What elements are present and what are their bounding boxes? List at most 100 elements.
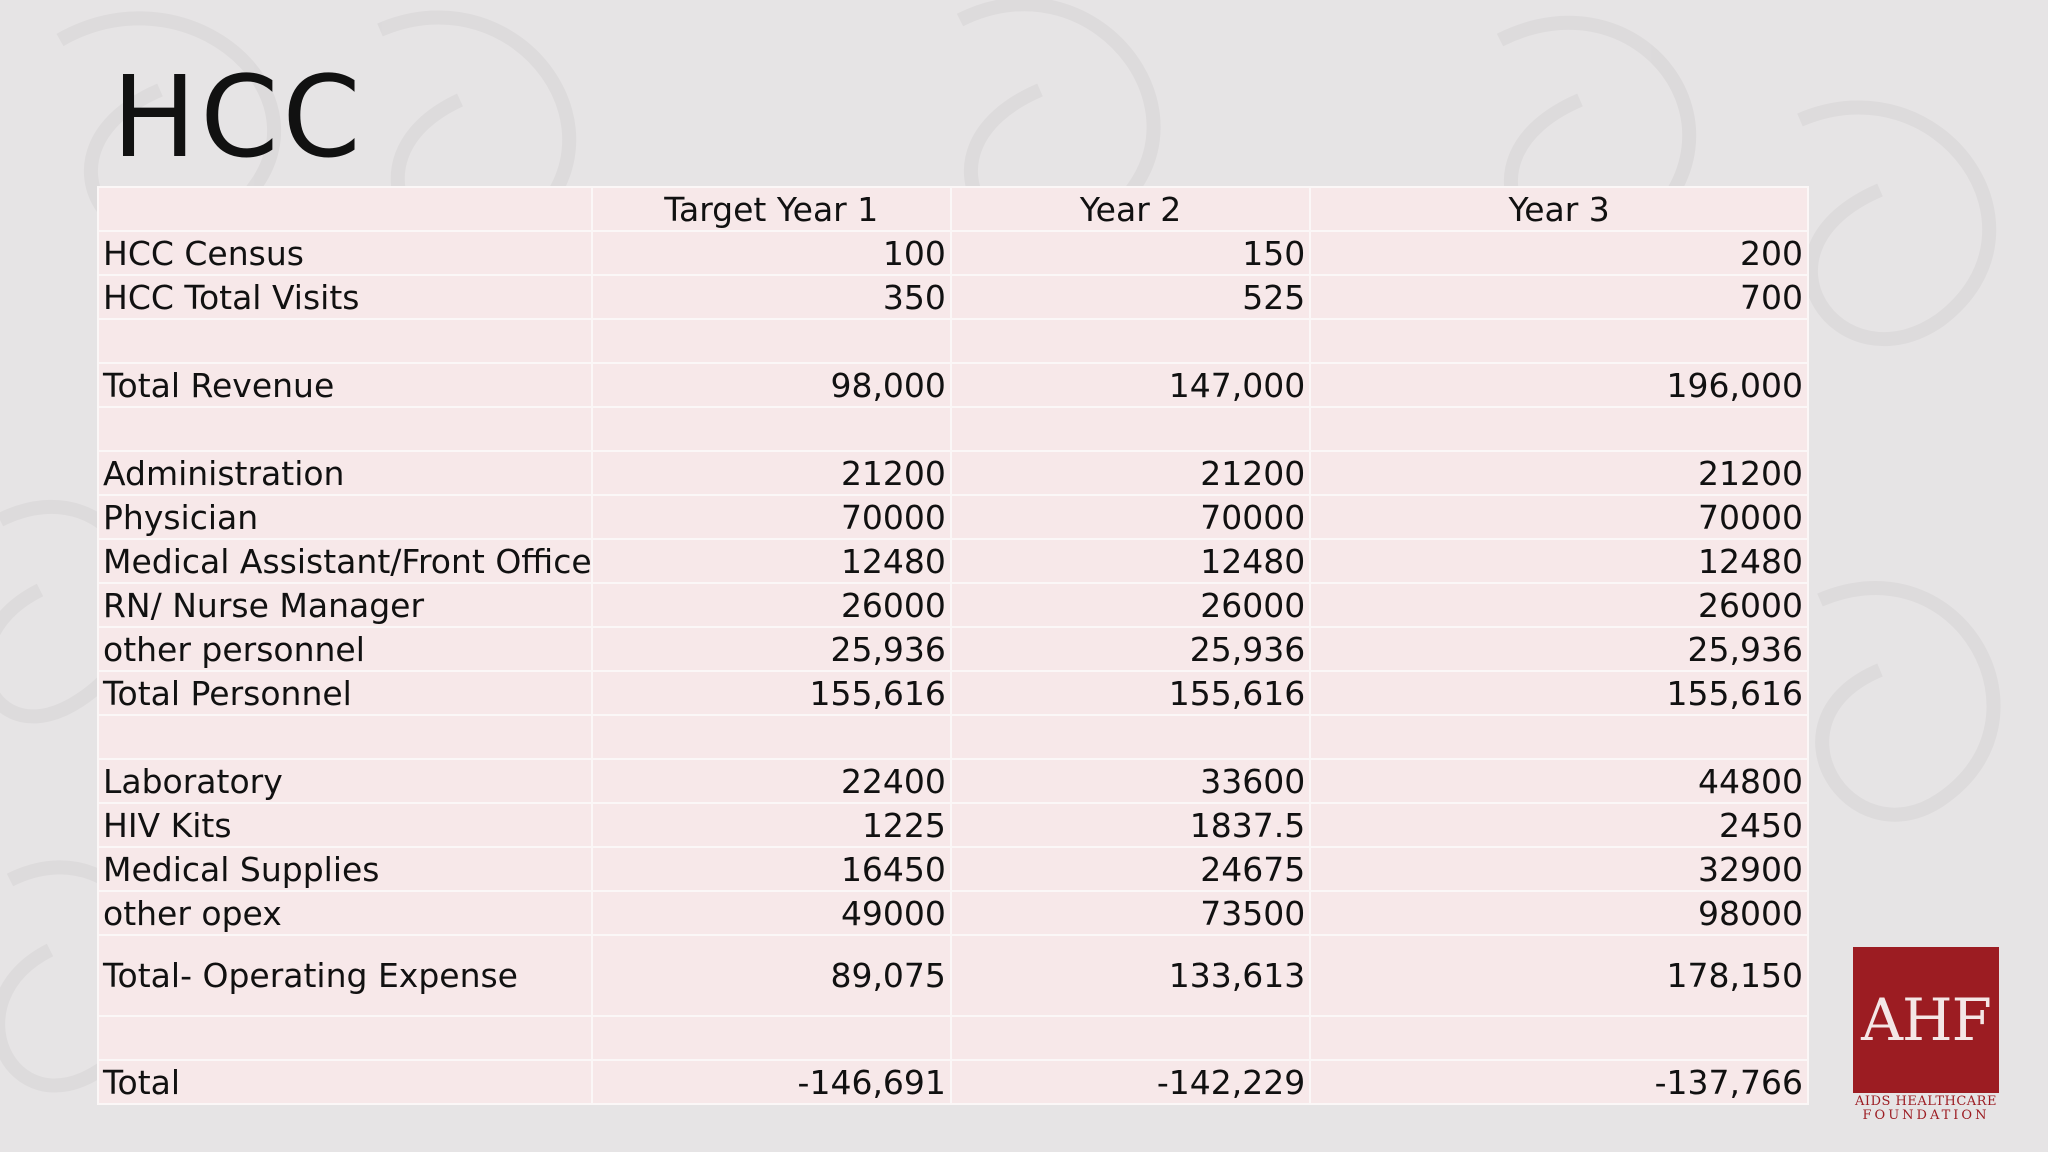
row-label: RN/ Nurse Manager bbox=[97, 582, 593, 628]
value-cell: 26000 bbox=[949, 582, 1312, 628]
value-cell bbox=[590, 1015, 952, 1061]
value-cell: 1837.5 bbox=[949, 802, 1312, 848]
value-cell: 12480 bbox=[590, 538, 952, 584]
value-cell: 21200 bbox=[1309, 450, 1809, 496]
value-cell: 525 bbox=[949, 274, 1312, 320]
row-label: Physician bbox=[97, 494, 593, 540]
logo-caption-line2: FOUNDATION bbox=[1862, 1107, 1990, 1123]
table-row: Medical Supplies 16450 24675 32900 bbox=[97, 846, 1809, 892]
spacer-row bbox=[97, 714, 1809, 760]
value-cell: -142,229 bbox=[949, 1059, 1312, 1105]
value-cell: 12480 bbox=[1309, 538, 1809, 584]
table-row: Administration 21200 21200 21200 bbox=[97, 450, 1809, 496]
value-cell: 89,075 bbox=[590, 934, 952, 1017]
spacer-row bbox=[97, 1015, 1809, 1061]
table-row: Total Revenue 98,000 147,000 196,000 bbox=[97, 362, 1809, 408]
row-label: HCC Census bbox=[97, 230, 593, 276]
slide-title: HCC bbox=[112, 53, 365, 183]
row-label bbox=[97, 1015, 593, 1061]
value-cell: 147,000 bbox=[949, 362, 1312, 408]
row-label: Total- Operating Expense bbox=[97, 934, 593, 1017]
value-cell bbox=[1309, 406, 1809, 452]
value-cell: 73500 bbox=[949, 890, 1312, 936]
header-cell: Target Year 1 bbox=[590, 186, 952, 232]
row-label: HIV Kits bbox=[97, 802, 593, 848]
value-cell: 150 bbox=[949, 230, 1312, 276]
value-cell: 350 bbox=[590, 274, 952, 320]
logo-caption-line1: AIDS HEALTHCARE bbox=[1855, 1094, 1997, 1109]
value-cell: 98,000 bbox=[590, 362, 952, 408]
value-cell: 24675 bbox=[949, 846, 1312, 892]
value-cell: 196,000 bbox=[1309, 362, 1809, 408]
row-label bbox=[97, 714, 593, 760]
value-cell: 155,616 bbox=[949, 670, 1312, 716]
header-cell bbox=[97, 186, 593, 232]
table-row: other opex 49000 73500 98000 bbox=[97, 890, 1809, 936]
value-cell: 25,936 bbox=[590, 626, 952, 672]
value-cell: 21200 bbox=[590, 450, 952, 496]
value-cell bbox=[590, 714, 952, 760]
row-label: HCC Total Visits bbox=[97, 274, 593, 320]
value-cell: 16450 bbox=[590, 846, 952, 892]
value-cell: 32900 bbox=[1309, 846, 1809, 892]
table-header-row: Target Year 1 Year 2 Year 3 bbox=[97, 186, 1809, 232]
row-label: Total Personnel bbox=[97, 670, 593, 716]
table-row: Laboratory 22400 33600 44800 bbox=[97, 758, 1809, 804]
value-cell: 21200 bbox=[949, 450, 1312, 496]
value-cell: 1225 bbox=[590, 802, 952, 848]
table-row: Total- Operating Expense 89,075 133,613 178… bbox=[97, 934, 1809, 1017]
value-cell bbox=[590, 406, 952, 452]
header-cell: Year 2 bbox=[949, 186, 1312, 232]
value-cell: 26000 bbox=[1309, 582, 1809, 628]
value-cell bbox=[1309, 318, 1809, 364]
value-cell: 26000 bbox=[590, 582, 952, 628]
table-row: HCC Total Visits 350 525 700 bbox=[97, 274, 1809, 320]
value-cell bbox=[949, 1015, 1312, 1061]
value-cell: 49000 bbox=[590, 890, 952, 936]
value-cell bbox=[949, 714, 1312, 760]
value-cell: 155,616 bbox=[1309, 670, 1809, 716]
value-cell bbox=[949, 406, 1312, 452]
financial-table: Target Year 1 Year 2 Year 3 HCC Census 10… bbox=[97, 186, 1809, 1105]
row-label: Medical Assistant/Front Office bbox=[97, 538, 593, 584]
row-label: Administration bbox=[97, 450, 593, 496]
row-label: Laboratory bbox=[97, 758, 593, 804]
value-cell: 70000 bbox=[1309, 494, 1809, 540]
logo-mark: AHF bbox=[1861, 986, 1992, 1054]
value-cell: 200 bbox=[1309, 230, 1809, 276]
row-label: Total bbox=[97, 1059, 593, 1105]
table-row: Total -146,691 -142,229 -137,766 bbox=[97, 1059, 1809, 1105]
value-cell: 178,150 bbox=[1309, 934, 1809, 1017]
row-label bbox=[97, 406, 593, 452]
table-row: HIV Kits 1225 1837.5 2450 bbox=[97, 802, 1809, 848]
value-cell: 100 bbox=[590, 230, 952, 276]
row-label: Medical Supplies bbox=[97, 846, 593, 892]
table-row: Medical Assistant/Front Office 12480 12480… bbox=[97, 538, 1809, 584]
value-cell: 12480 bbox=[949, 538, 1312, 584]
row-label bbox=[97, 318, 593, 364]
value-cell: 25,936 bbox=[1309, 626, 1809, 672]
value-cell: 25,936 bbox=[949, 626, 1312, 672]
spacer-row bbox=[97, 406, 1809, 452]
spacer-row bbox=[97, 318, 1809, 364]
value-cell: 133,613 bbox=[949, 934, 1312, 1017]
value-cell: 44800 bbox=[1309, 758, 1809, 804]
table-row: Physician 70000 70000 70000 bbox=[97, 494, 1809, 540]
value-cell: 155,616 bbox=[590, 670, 952, 716]
value-cell: 2450 bbox=[1309, 802, 1809, 848]
row-label: other personnel bbox=[97, 626, 593, 672]
value-cell bbox=[1309, 714, 1809, 760]
value-cell: -137,766 bbox=[1309, 1059, 1809, 1105]
value-cell: 98000 bbox=[1309, 890, 1809, 936]
value-cell: 33600 bbox=[949, 758, 1312, 804]
row-label: other opex bbox=[97, 890, 593, 936]
table-row: HCC Census 100 150 200 bbox=[97, 230, 1809, 276]
logo-caption: AIDS HEALTHCARE FOUNDATION bbox=[1850, 1095, 2002, 1122]
table-row: RN/ Nurse Manager 26000 26000 26000 bbox=[97, 582, 1809, 628]
value-cell: 22400 bbox=[590, 758, 952, 804]
value-cell: 70000 bbox=[949, 494, 1312, 540]
header-cell: Year 3 bbox=[1309, 186, 1809, 232]
value-cell bbox=[949, 318, 1312, 364]
value-cell bbox=[590, 318, 952, 364]
ahf-logo: AHF bbox=[1853, 947, 1999, 1093]
